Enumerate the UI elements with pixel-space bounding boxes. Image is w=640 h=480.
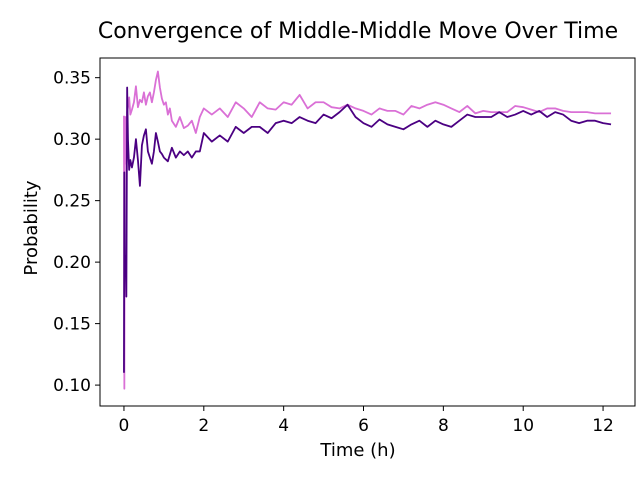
y-axis: 0.10 0.15 0.20 0.25 0.30 0.35: [53, 69, 100, 396]
x-tick-label: 0: [119, 416, 130, 436]
y-tick-label: 0.20: [53, 253, 91, 273]
x-tick-label: 6: [358, 416, 369, 436]
series-line-1: [123, 70, 612, 390]
series-line-2: [123, 86, 612, 373]
y-tick-label: 0.15: [53, 315, 91, 335]
y-tick-label: 0.30: [53, 130, 91, 150]
series-layer: [123, 70, 612, 390]
y-axis-label: Probability: [21, 180, 42, 275]
x-axis-label: Time (h): [319, 440, 395, 461]
y-tick-label: 0.10: [53, 376, 91, 396]
x-tick-label: 8: [438, 416, 449, 436]
x-tick-label: 12: [592, 416, 614, 436]
x-axis: 0 2 4 6 8 10 12: [119, 406, 614, 436]
plot-frame: [99, 57, 636, 407]
y-tick-label: 0.35: [53, 69, 91, 89]
plot-area: [99, 57, 636, 407]
chart-title: Convergence of Middle-Middle Move Over T…: [98, 19, 618, 44]
x-tick-label: 4: [278, 416, 289, 436]
x-tick-label: 10: [512, 416, 534, 436]
y-tick-label: 0.25: [53, 192, 91, 212]
x-tick-label: 2: [198, 416, 209, 436]
